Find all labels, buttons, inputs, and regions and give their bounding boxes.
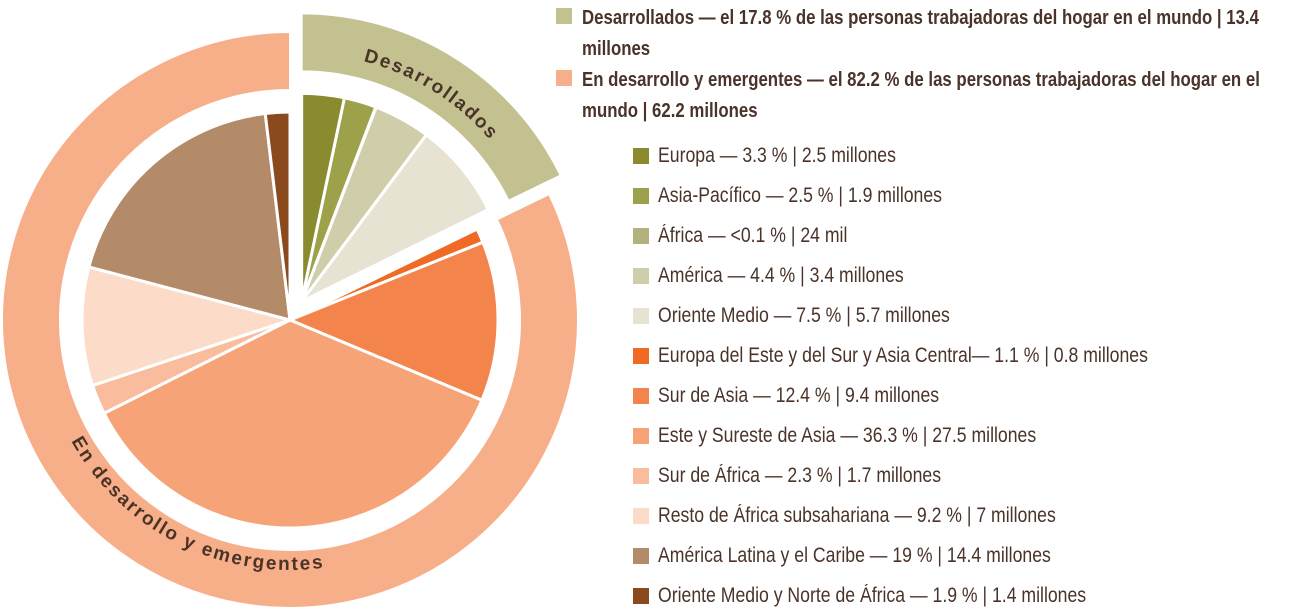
- legend-swatch: [556, 8, 572, 24]
- legend-text: Oriente Medio y Norte de África — 1.9 % …: [658, 584, 1087, 607]
- legend-text: Sur de Asia — 12.4 % | 9.4 millones: [658, 384, 940, 407]
- legend-text: Asia-Pacífico — 2.5 % | 1.9 millones: [658, 184, 942, 207]
- legend-swatch: [633, 388, 649, 404]
- ring-segment: [1, 30, 579, 609]
- legend-swatch: [633, 268, 649, 284]
- legend-swatch: [633, 468, 649, 484]
- legend-swatch: [633, 188, 649, 204]
- pie-slice: [300, 132, 491, 303]
- legend-item: Sur de África — 2.3 % | 1.7 millones: [633, 464, 995, 488]
- legend-swatch: [633, 148, 649, 164]
- legend-text: Europa del Este y del Sur y Asia Central…: [658, 344, 1148, 367]
- legend-item: América — 4.4 % | 3.4 millones: [633, 264, 951, 288]
- legend-swatch: [633, 348, 649, 364]
- legend-item: Europa — 3.3 % | 2.5 millones: [633, 144, 941, 168]
- legend-swatch: [633, 548, 649, 564]
- pie-slice: [87, 111, 292, 323]
- legend-text: Oriente Medio — 7.5 % | 5.7 millones: [658, 304, 950, 327]
- legend-swatch: [633, 508, 649, 524]
- legend-text: Sur de África — 2.3 % | 1.7 millones: [658, 464, 942, 487]
- legend-text: Europa — 3.3 % | 2.5 millones: [658, 144, 896, 167]
- legend-item: Este y Sureste de Asia — 36.3 % | 27.5 m…: [633, 424, 1108, 448]
- legend-text: América — 4.4 % | 3.4 millones: [658, 264, 904, 287]
- pie-slice: [80, 265, 296, 388]
- ring-segment: [300, 12, 563, 203]
- legend-header: En desarrollo y emergentes — el 82.2 % d…: [556, 65, 1312, 127]
- legend-swatch: [633, 588, 649, 604]
- legend-item: Oriente Medio — 7.5 % | 5.7 millones: [633, 304, 1005, 328]
- legend-text: Resto de África subsahariana — 9.2 % | 7…: [658, 504, 1056, 527]
- legend-item: América Latina y el Caribe — 19 % | 14.4…: [633, 544, 1126, 568]
- legend-swatch: [633, 428, 649, 444]
- legend-text: En desarrollo y emergentes — el 82.2 % d…: [582, 69, 1260, 122]
- legend-item: Asia-Pacífico — 2.5 % | 1.9 millones: [633, 184, 996, 208]
- legend-swatch: [633, 228, 649, 244]
- legend-text: Este y Sureste de Asia — 36.3 % | 27.5 m…: [658, 424, 1037, 447]
- pie-slice: [286, 240, 500, 403]
- legend-swatch: [556, 70, 572, 86]
- legend-text: África — <0.1 % | 24 mil: [658, 224, 848, 247]
- pie-slice: [263, 110, 292, 321]
- legend-text: Desarrollados — el 17.8 % de las persona…: [582, 7, 1259, 60]
- legend-item: Oriente Medio y Norte de África — 1.9 % …: [633, 584, 1168, 608]
- legend-item: Resto de África subsahariana — 9.2 % | 7…: [633, 504, 1132, 528]
- pie-slice: [102, 318, 484, 530]
- legend-item: Sur de Asia — 12.4 % | 9.4 millones: [633, 384, 993, 408]
- legend-header: Desarrollados — el 17.8 % de las persona…: [556, 3, 1312, 65]
- legend-swatch: [633, 308, 649, 324]
- legend-item: Europa del Este y del Sur y Asia Central…: [633, 344, 1241, 368]
- legend-text: América Latina y el Caribe — 19 % | 14.4…: [658, 544, 1051, 567]
- legend-item: África — <0.1 % | 24 mil: [633, 224, 883, 248]
